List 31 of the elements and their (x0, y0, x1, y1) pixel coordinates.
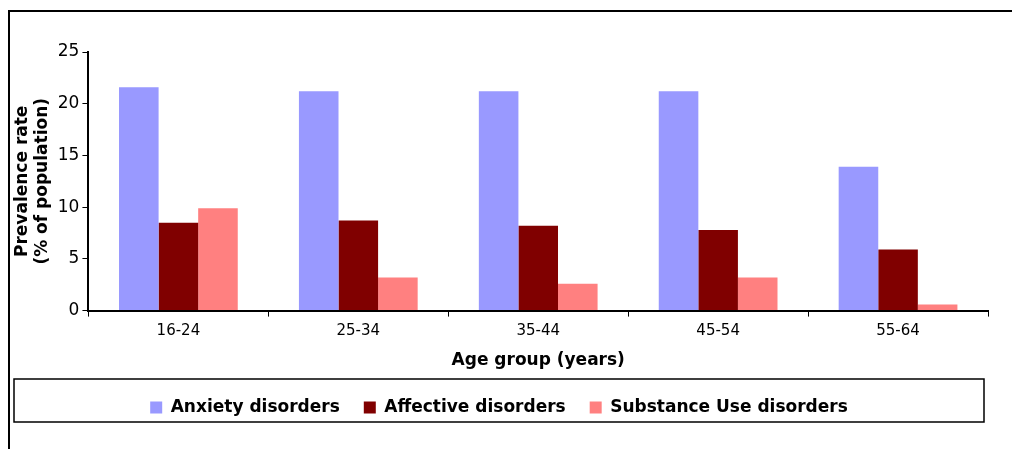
x-axis-title: Age group (years) (451, 349, 625, 370)
bar (298, 91, 339, 311)
y-tick-label: 15 (57, 143, 80, 164)
y-tick-label: 5 (68, 247, 80, 268)
x-tick-label: 45-54 (696, 321, 740, 340)
bar (478, 91, 519, 311)
bar (878, 249, 918, 311)
legend-label: Substance Use disorders (610, 395, 848, 416)
y-tick-label: 10 (57, 195, 80, 216)
bar (558, 283, 598, 311)
bar (518, 225, 559, 311)
y-axis-title: Prevalence rate (% of population) (10, 97, 52, 265)
y-tick-label: 20 (57, 92, 80, 113)
x-tick-label: 16-24 (156, 321, 201, 340)
y-tick-label: 25 (57, 40, 80, 61)
bar (119, 87, 159, 311)
legend-label: Anxiety disorders (170, 395, 340, 416)
bar (737, 277, 778, 311)
x-tick-label: 35-44 (516, 321, 561, 340)
bar (917, 304, 958, 311)
bar (198, 208, 238, 311)
x-tick-label: 55-64 (876, 321, 920, 340)
bar (838, 166, 879, 311)
bar (158, 222, 199, 311)
legend-label: Affective disorders (384, 395, 566, 416)
x-tick-label: 25-34 (336, 321, 381, 340)
bar (338, 220, 379, 311)
bar (658, 91, 699, 311)
bar (698, 229, 738, 311)
y-tick-label: 0 (68, 299, 80, 320)
bar (378, 277, 418, 311)
